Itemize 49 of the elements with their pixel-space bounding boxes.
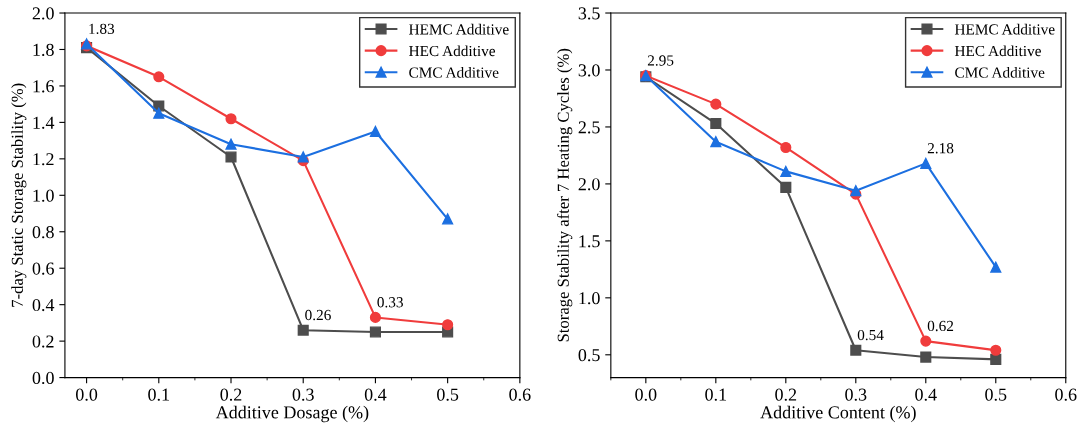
legend-label: CMC Additive [955,66,1045,78]
x-tick-label: 0.5 [985,388,1007,401]
y-tick-label: 1.0 [33,189,54,202]
y-tick-label: 0.4 [32,298,55,312]
x-tick-label: 0.6 [1055,388,1077,401]
annotation: 0.54 [857,329,884,341]
legend-label: HEMC Additive [954,23,1055,35]
y-tick-label: 3.0 [578,64,600,77]
y-tick-label: 1.0 [579,292,600,305]
x-tick-label: 0.3 [292,388,314,401]
y-tick-label: 2.5 [578,121,600,134]
annotation: 0.26 [305,309,331,321]
x-tick-label: 0.3 [845,388,867,401]
y-tick-label: 3.5 [578,7,600,20]
y-tick-label: 1.5 [579,235,600,248]
x-tick-label: 0.4 [915,388,937,401]
x-tick-label: 0.2 [220,388,242,401]
y-tick-label: 1.6 [33,80,54,93]
y-tick-label: 2.0 [32,7,54,20]
y-tick-label: 2.0 [578,178,600,191]
annotation: 0.62 [927,320,954,332]
y-tick-label: 0.0 [32,371,54,385]
x-tick-label: 0.5 [437,388,459,401]
annotation: 2.18 [927,143,954,154]
legend-label: HEMC Additive [409,23,509,35]
legend-label: HEC Additive [409,45,496,57]
legend-label: CMC Additive [409,66,499,78]
x-axis-title: Additive Content (%) [760,405,916,423]
x-tick-label: 0.2 [775,388,797,401]
y-tick-label: 1.2 [33,153,54,166]
y-axis-title: Storage Stability after 7 Heating Cycles (%) [556,48,573,342]
y-tick-label: 0.2 [32,335,54,348]
y-tick-label: 0.8 [32,226,54,239]
annotation: 0.33 [377,297,403,308]
annotation: 1.83 [89,23,115,35]
y-tick-label: 1.4 [33,116,55,129]
legend-label: HEC Additive [954,45,1041,57]
x-tick-label: 0.1 [148,388,169,401]
y-tick-label: 0.6 [32,262,54,275]
x-tick-label: 0.1 [705,388,727,401]
x-axis-title: Additive Dosage (%) [215,405,369,423]
x-tick-label: 0.0 [635,388,657,401]
annotation: 2.95 [647,55,674,66]
y-axis-title: 7-day Static Storage Stability (%) [11,83,27,307]
x-tick-label: 0.6 [509,388,531,401]
x-tick-label: 0.0 [75,388,98,401]
y-tick-label: 0.5 [578,349,600,362]
y-tick-label: 1.8 [33,43,54,56]
x-tick-label: 0.4 [364,388,387,401]
